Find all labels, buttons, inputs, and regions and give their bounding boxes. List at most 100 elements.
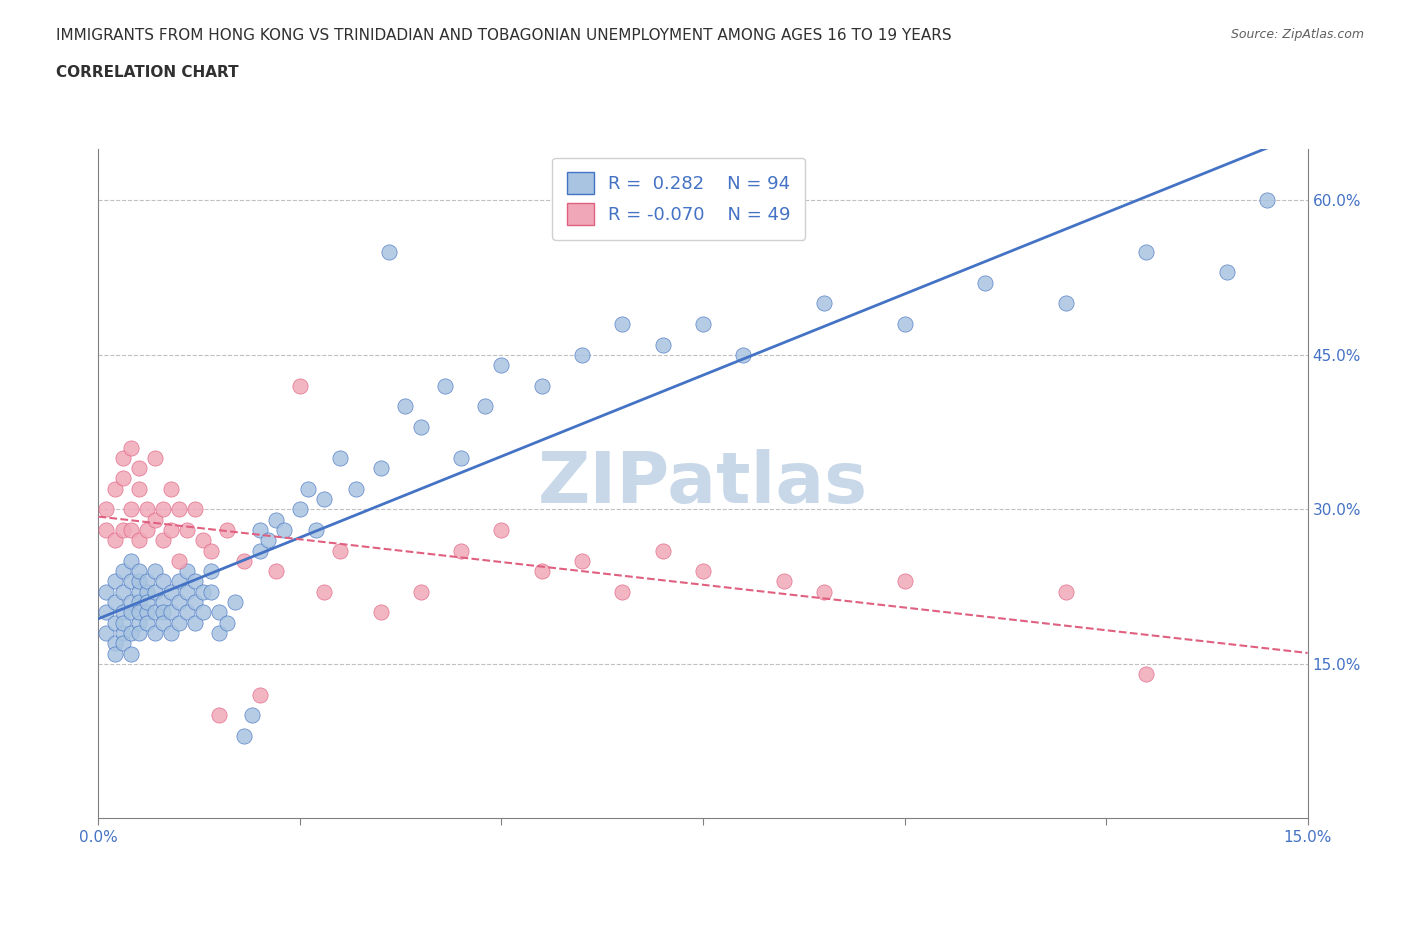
Point xyxy=(530,564,553,578)
Point xyxy=(288,379,311,393)
Point xyxy=(120,646,142,661)
Point xyxy=(1135,245,1157,259)
Point xyxy=(152,594,174,609)
Point xyxy=(176,604,198,619)
Point xyxy=(128,533,150,548)
Point xyxy=(128,616,150,631)
Point xyxy=(103,636,125,651)
Point xyxy=(288,502,311,517)
Point xyxy=(152,502,174,517)
Point xyxy=(160,584,183,599)
Point xyxy=(329,543,352,558)
Point xyxy=(96,626,118,641)
Point xyxy=(1135,667,1157,682)
Point xyxy=(651,337,673,352)
Point xyxy=(160,604,183,619)
Text: ZIPatlas: ZIPatlas xyxy=(538,449,868,518)
Point xyxy=(128,564,150,578)
Point xyxy=(152,533,174,548)
Point xyxy=(224,594,246,609)
Point xyxy=(200,584,222,599)
Point xyxy=(240,708,263,723)
Point xyxy=(120,553,142,568)
Point xyxy=(128,460,150,475)
Point xyxy=(167,553,190,568)
Point xyxy=(167,594,190,609)
Text: CORRELATION CHART: CORRELATION CHART xyxy=(56,65,239,80)
Point xyxy=(120,594,142,609)
Point xyxy=(111,471,134,485)
Point xyxy=(128,604,150,619)
Point xyxy=(184,616,207,631)
Point xyxy=(1216,265,1239,280)
Point xyxy=(176,584,198,599)
Point xyxy=(120,574,142,589)
Point xyxy=(394,399,416,414)
Point xyxy=(297,482,319,497)
Point xyxy=(409,584,432,599)
Point xyxy=(193,604,215,619)
Point xyxy=(232,553,254,568)
Point xyxy=(249,523,271,538)
Point xyxy=(217,616,239,631)
Point xyxy=(96,584,118,599)
Point xyxy=(450,450,472,465)
Point xyxy=(733,348,755,363)
Point xyxy=(193,584,215,599)
Point xyxy=(377,245,399,259)
Point xyxy=(152,604,174,619)
Point xyxy=(184,574,207,589)
Point xyxy=(128,584,150,599)
Point xyxy=(491,523,513,538)
Point xyxy=(128,482,150,497)
Point xyxy=(120,523,142,538)
Point xyxy=(143,626,166,641)
Point xyxy=(167,616,190,631)
Point xyxy=(370,604,392,619)
Point xyxy=(692,564,714,578)
Point xyxy=(305,523,328,538)
Point xyxy=(111,564,134,578)
Point xyxy=(120,626,142,641)
Point xyxy=(96,523,118,538)
Point xyxy=(135,574,157,589)
Point xyxy=(184,502,207,517)
Point xyxy=(974,275,997,290)
Point xyxy=(217,523,239,538)
Point xyxy=(409,419,432,434)
Point xyxy=(200,543,222,558)
Point xyxy=(167,502,190,517)
Text: Source: ZipAtlas.com: Source: ZipAtlas.com xyxy=(1230,28,1364,41)
Point xyxy=(135,594,157,609)
Point xyxy=(120,440,142,455)
Point xyxy=(571,553,593,568)
Point xyxy=(103,574,125,589)
Point xyxy=(256,533,278,548)
Point xyxy=(143,584,166,599)
Point xyxy=(135,523,157,538)
Point xyxy=(264,512,287,527)
Point xyxy=(128,626,150,641)
Point xyxy=(193,533,215,548)
Point xyxy=(111,604,134,619)
Point xyxy=(434,379,457,393)
Point xyxy=(813,296,835,311)
Point xyxy=(160,523,183,538)
Point xyxy=(135,502,157,517)
Point xyxy=(103,482,125,497)
Point xyxy=(103,594,125,609)
Point xyxy=(772,574,794,589)
Point xyxy=(176,523,198,538)
Point xyxy=(208,708,231,723)
Point xyxy=(128,594,150,609)
Point xyxy=(249,543,271,558)
Point xyxy=(329,450,352,465)
Point xyxy=(120,502,142,517)
Point xyxy=(893,316,915,331)
Point xyxy=(232,728,254,743)
Point xyxy=(530,379,553,393)
Point xyxy=(344,482,367,497)
Point xyxy=(208,604,231,619)
Point xyxy=(571,348,593,363)
Point xyxy=(103,616,125,631)
